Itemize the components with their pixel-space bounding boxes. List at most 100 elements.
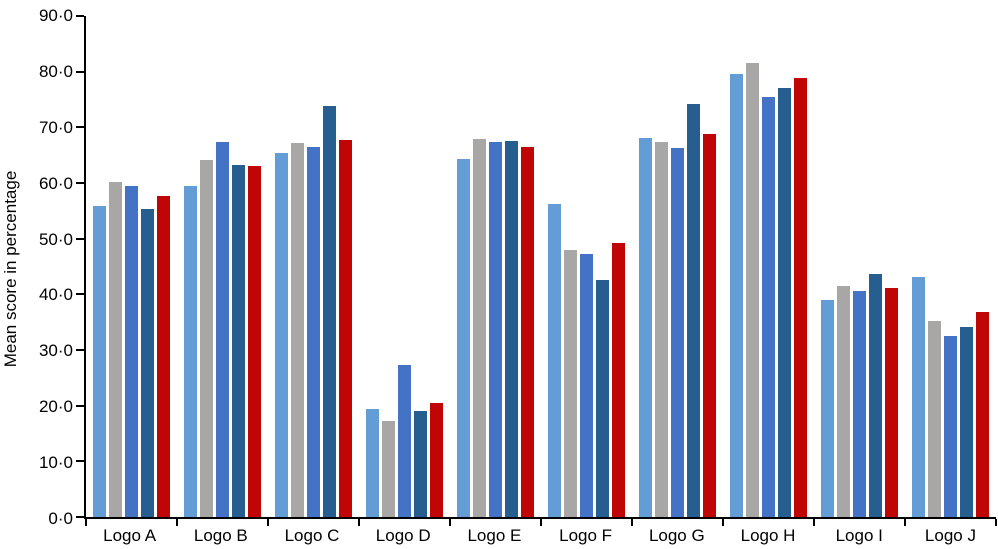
bar-series-5-red xyxy=(430,403,443,517)
bar-series-4-dark-blue xyxy=(960,326,973,517)
y-tick-label: 20·0 xyxy=(38,397,73,417)
x-axis-tick xyxy=(358,519,360,526)
bars-layer xyxy=(86,16,996,517)
y-tick-label: 30·0 xyxy=(38,341,73,361)
bar-series-2-grey xyxy=(564,250,577,517)
x-axis-tick xyxy=(540,519,542,526)
x-axis-tick xyxy=(995,519,997,526)
x-tick-label: Logo I xyxy=(835,526,883,545)
x-tick-label: Logo A xyxy=(103,526,157,545)
bar-series-3-medium-blue xyxy=(216,141,229,517)
bar-series-2-grey xyxy=(746,62,759,517)
bar-series-3-medium-blue xyxy=(853,291,866,517)
x-axis-tick xyxy=(267,519,269,526)
bar-series-2-grey xyxy=(291,143,304,517)
plot-area xyxy=(76,15,997,526)
x-tick-label: Logo J xyxy=(924,526,976,545)
y-tick-label: 60·0 xyxy=(38,173,73,193)
x-axis-tick xyxy=(813,519,815,526)
bar-series-3-medium-blue xyxy=(125,185,138,517)
bar-series-1-light-blue xyxy=(366,409,379,517)
bar-series-5-red xyxy=(521,146,534,517)
bar-series-4-dark-blue xyxy=(596,279,609,517)
y-axis-tick xyxy=(76,293,84,296)
x-axis-tick xyxy=(449,519,451,526)
x-tick-label: Logo E xyxy=(467,526,522,545)
y-axis-tick xyxy=(76,404,84,407)
y-tick-label: 0·0 xyxy=(48,509,73,528)
bar-series-1-light-blue xyxy=(548,203,561,517)
bar-series-5-red xyxy=(157,196,170,517)
bar-series-2-grey xyxy=(928,320,941,517)
x-tick-label: Logo C xyxy=(284,526,340,545)
bar-series-4-dark-blue xyxy=(323,106,336,517)
bar-series-2-grey xyxy=(473,139,486,517)
x-axis-tick xyxy=(631,519,633,526)
bar-series-3-medium-blue xyxy=(580,254,593,517)
bar-series-4-dark-blue xyxy=(141,208,154,517)
bar-series-3-medium-blue xyxy=(398,365,411,517)
bar-series-5-red xyxy=(703,134,716,517)
bar-series-4-dark-blue xyxy=(414,411,427,517)
bar-group xyxy=(905,16,996,517)
x-axis-tick xyxy=(904,519,906,526)
bar-series-5-red xyxy=(612,242,625,517)
bar-series-4-dark-blue xyxy=(505,141,518,517)
bar-series-4-dark-blue xyxy=(232,165,245,517)
x-tick-label: Logo D xyxy=(375,526,431,545)
y-tick-label: 40·0 xyxy=(38,285,73,305)
x-axis-tick xyxy=(722,519,724,526)
bar-series-2-grey xyxy=(655,141,668,517)
bar-series-2-grey xyxy=(837,285,850,517)
y-tick-label: 90·0 xyxy=(38,6,73,25)
y-axis-labels: 0·0 10·0 20·0 30·0 40·0 50·0 60·0 70·0 80·0 90·0 xyxy=(0,6,76,528)
bar-series-1-light-blue xyxy=(639,138,652,517)
x-axis-tick xyxy=(85,519,87,526)
bar-series-5-red xyxy=(976,311,989,517)
bar-group xyxy=(814,16,905,517)
bar-series-1-light-blue xyxy=(184,185,197,517)
bar-series-3-medium-blue xyxy=(671,147,684,517)
x-tick-label: Logo F xyxy=(559,526,613,545)
bar-series-2-grey xyxy=(109,182,122,517)
y-axis-tick xyxy=(76,126,84,129)
bar-series-1-light-blue xyxy=(93,206,106,517)
y-axis-tick xyxy=(76,70,84,73)
bar-series-1-light-blue xyxy=(912,277,925,517)
bar-series-3-medium-blue xyxy=(762,97,775,517)
bar-series-5-red xyxy=(794,78,807,517)
bar-series-1-light-blue xyxy=(730,73,743,517)
bar-series-1-light-blue xyxy=(457,159,470,517)
bar-series-3-medium-blue xyxy=(489,141,502,517)
bar-series-5-red xyxy=(339,140,352,517)
bar-group xyxy=(632,16,723,517)
y-tick-label: 80·0 xyxy=(38,61,73,81)
y-tick-label: 70·0 xyxy=(38,117,73,137)
y-axis-tick xyxy=(76,349,84,352)
bar-series-2-grey xyxy=(200,159,213,517)
bar-group xyxy=(450,16,541,517)
y-axis-tick xyxy=(76,460,84,463)
bar-series-4-dark-blue xyxy=(778,88,791,517)
x-tick-label: Logo H xyxy=(740,526,796,545)
x-tick-label: Logo B xyxy=(193,526,248,545)
y-tick-label: 10·0 xyxy=(38,453,73,473)
y-axis-tick xyxy=(76,15,84,17)
x-axis-labels: Logo A Logo B Logo C Logo D Logo E Logo F Logo… xyxy=(84,526,996,546)
bar-series-2-grey xyxy=(382,420,395,517)
bar-series-1-light-blue xyxy=(821,300,834,517)
bar-group xyxy=(359,16,450,517)
y-tick-label: 50·0 xyxy=(38,229,73,249)
bar-series-1-light-blue xyxy=(275,152,288,517)
bar-group xyxy=(268,16,359,517)
x-axis-tick xyxy=(176,519,178,526)
bar-series-4-dark-blue xyxy=(687,103,700,517)
y-axis-tick xyxy=(76,516,84,518)
bar-series-5-red xyxy=(885,287,898,517)
bar-group xyxy=(723,16,814,517)
bar-series-3-medium-blue xyxy=(944,335,957,517)
bar-group xyxy=(177,16,268,517)
y-axis-tick xyxy=(76,182,84,185)
bar-group xyxy=(86,16,177,517)
